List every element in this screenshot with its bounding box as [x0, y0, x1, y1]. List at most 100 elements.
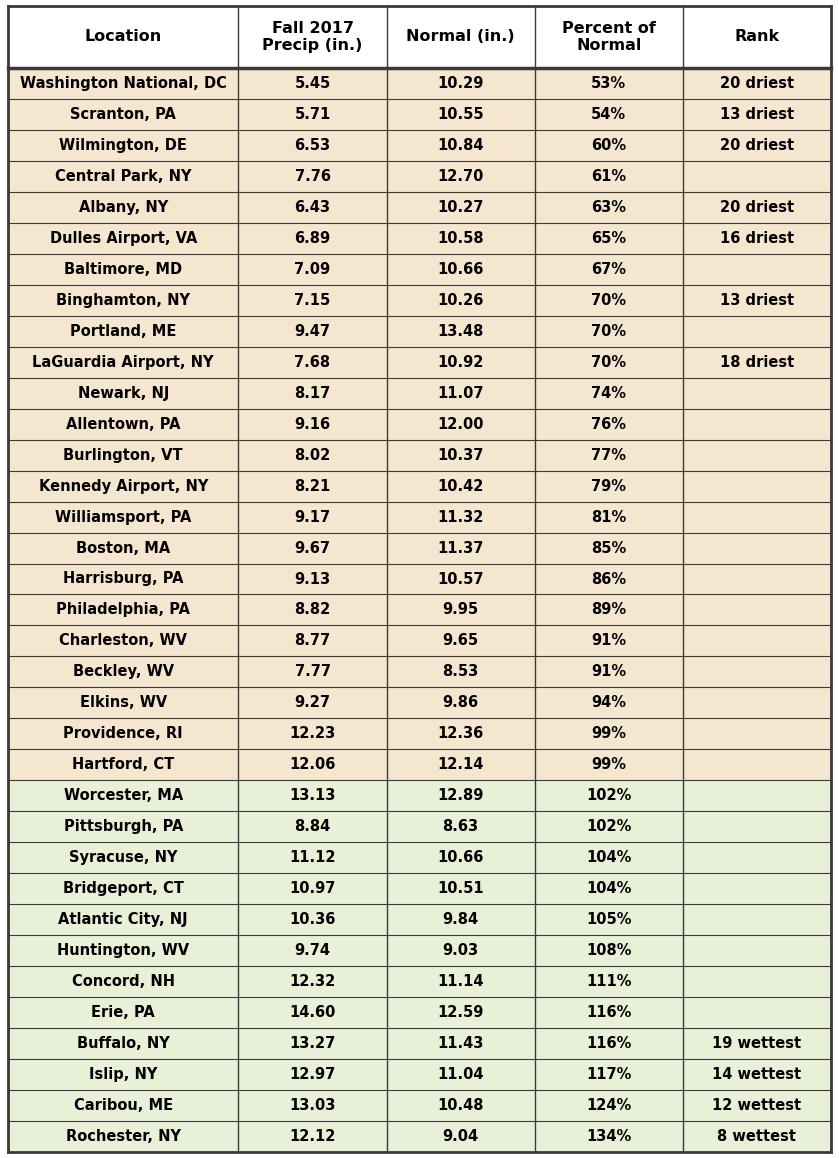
Bar — [8, 1121, 831, 1152]
Text: 91%: 91% — [591, 665, 627, 680]
Text: Allentown, PA: Allentown, PA — [66, 417, 180, 432]
Text: 5.71: 5.71 — [294, 107, 331, 122]
Text: 11.07: 11.07 — [437, 386, 484, 401]
Text: 89%: 89% — [591, 602, 627, 617]
Text: 13 driest: 13 driest — [720, 107, 794, 122]
Text: Harrisburg, PA: Harrisburg, PA — [63, 572, 184, 586]
Text: Atlantic City, NJ: Atlantic City, NJ — [59, 913, 188, 928]
Text: 8 wettest: 8 wettest — [717, 1129, 796, 1144]
Bar — [8, 192, 831, 222]
Text: 12.89: 12.89 — [437, 789, 484, 804]
Text: LaGuardia Airport, NY: LaGuardia Airport, NY — [33, 354, 214, 369]
Text: 10.36: 10.36 — [289, 913, 336, 928]
Bar — [8, 780, 831, 812]
Text: 10.26: 10.26 — [437, 293, 484, 308]
Text: Location: Location — [85, 29, 162, 44]
Text: Elkins, WV: Elkins, WV — [80, 696, 167, 710]
Text: 8.21: 8.21 — [294, 478, 331, 493]
Bar — [8, 501, 831, 533]
Bar — [8, 1090, 831, 1121]
Text: 12 wettest: 12 wettest — [712, 1098, 801, 1113]
Text: 70%: 70% — [591, 324, 627, 339]
Text: 104%: 104% — [586, 881, 632, 896]
Bar — [8, 594, 831, 625]
Text: 9.84: 9.84 — [443, 913, 479, 928]
Text: 10.66: 10.66 — [437, 850, 484, 865]
Bar — [8, 470, 831, 501]
Text: 116%: 116% — [586, 1005, 632, 1020]
Text: 12.06: 12.06 — [289, 757, 336, 772]
Text: 11.12: 11.12 — [289, 850, 336, 865]
Text: Beckley, WV: Beckley, WV — [73, 665, 174, 680]
Text: 10.37: 10.37 — [437, 448, 484, 462]
Bar — [8, 346, 831, 378]
Text: 65%: 65% — [591, 230, 627, 245]
Text: 9.95: 9.95 — [443, 602, 479, 617]
Text: 7.68: 7.68 — [294, 354, 331, 369]
Text: 102%: 102% — [586, 789, 632, 804]
Text: 11.32: 11.32 — [437, 510, 484, 525]
Bar — [8, 98, 831, 130]
Text: 8.82: 8.82 — [294, 602, 331, 617]
Text: 10.92: 10.92 — [437, 354, 484, 369]
Text: Islip, NY: Islip, NY — [89, 1067, 158, 1082]
Bar — [8, 904, 831, 936]
Bar — [8, 533, 831, 564]
Text: 61%: 61% — [591, 169, 627, 184]
Text: Philadelphia, PA: Philadelphia, PA — [56, 602, 190, 617]
Text: 60%: 60% — [591, 138, 627, 153]
Text: 81%: 81% — [591, 510, 627, 525]
Text: 18 driest: 18 driest — [720, 354, 794, 369]
Text: 85%: 85% — [591, 541, 627, 556]
Text: 79%: 79% — [591, 478, 626, 493]
Text: 9.67: 9.67 — [294, 541, 331, 556]
Text: 12.59: 12.59 — [437, 1005, 484, 1020]
Text: 12.14: 12.14 — [437, 757, 484, 772]
Text: Scranton, PA: Scranton, PA — [70, 107, 176, 122]
Text: 10.51: 10.51 — [437, 881, 484, 896]
Text: 91%: 91% — [591, 633, 627, 648]
Bar — [8, 564, 831, 594]
Text: 10.57: 10.57 — [437, 572, 484, 586]
Text: Bridgeport, CT: Bridgeport, CT — [63, 881, 184, 896]
Bar — [8, 440, 831, 470]
Text: 10.66: 10.66 — [437, 262, 484, 277]
Bar — [8, 873, 831, 904]
Text: 8.84: 8.84 — [294, 819, 331, 834]
Text: 8.53: 8.53 — [442, 665, 479, 680]
Bar — [8, 285, 831, 316]
Text: 9.04: 9.04 — [443, 1129, 479, 1144]
Text: 7.77: 7.77 — [294, 665, 331, 680]
Text: Fall 2017
Precip (in.): Fall 2017 Precip (in.) — [263, 21, 362, 53]
Text: 116%: 116% — [586, 1036, 632, 1051]
Text: Buffalo, NY: Buffalo, NY — [77, 1036, 169, 1051]
Text: 19 wettest: 19 wettest — [712, 1036, 801, 1051]
Bar — [8, 997, 831, 1028]
Text: 12.36: 12.36 — [437, 726, 484, 741]
Text: 6.43: 6.43 — [294, 200, 331, 215]
Text: 77%: 77% — [591, 448, 626, 462]
Bar — [8, 6, 831, 68]
Text: 12.32: 12.32 — [289, 974, 336, 989]
Text: 9.86: 9.86 — [443, 696, 479, 710]
Text: 20 driest: 20 driest — [720, 200, 794, 215]
Text: Portland, ME: Portland, ME — [70, 324, 176, 339]
Text: 10.27: 10.27 — [437, 200, 484, 215]
Text: Rochester, NY: Rochester, NY — [65, 1129, 180, 1144]
Bar — [8, 409, 831, 440]
Text: 108%: 108% — [586, 943, 632, 958]
Text: 12.12: 12.12 — [289, 1129, 336, 1144]
Text: Normal (in.): Normal (in.) — [406, 29, 515, 44]
Text: 9.47: 9.47 — [294, 324, 331, 339]
Text: 11.43: 11.43 — [437, 1036, 484, 1051]
Text: 10.55: 10.55 — [437, 107, 484, 122]
Text: 111%: 111% — [586, 974, 632, 989]
Text: 8.63: 8.63 — [443, 819, 479, 834]
Text: 54%: 54% — [591, 107, 627, 122]
Text: 5.45: 5.45 — [294, 76, 331, 91]
Text: Providence, RI: Providence, RI — [64, 726, 183, 741]
Bar — [8, 842, 831, 873]
Text: 117%: 117% — [586, 1067, 632, 1082]
Bar — [8, 718, 831, 749]
Text: Percent of
Normal: Percent of Normal — [562, 21, 656, 53]
